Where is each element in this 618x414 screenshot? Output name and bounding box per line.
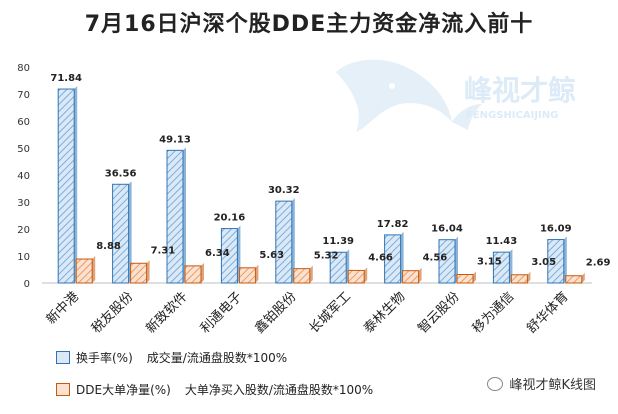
data-label-dde: 5.32	[314, 251, 339, 262]
data-label-turnover: 11.39	[322, 236, 354, 247]
bar-turnover-side	[563, 236, 567, 283]
bar-turnover	[329, 251, 347, 284]
bar-turnover-side	[128, 181, 132, 283]
x-tick-label: 新中港	[43, 289, 82, 328]
bar-dde	[184, 265, 202, 284]
x-tick-label: 利通电子	[198, 289, 245, 336]
data-label-dde: 3.05	[531, 257, 556, 268]
data-label-dde: 6.34	[205, 248, 230, 259]
brand-label: 峰视才鲸K线图	[509, 378, 596, 393]
bar-turnover-side	[183, 147, 186, 283]
bar-turnover	[166, 149, 184, 284]
y-tick-label: 30	[17, 198, 30, 209]
y-tick-label: 70	[17, 90, 30, 101]
watermark-text: 峰视才鲸	[464, 74, 576, 107]
data-label-dde: 8.88	[96, 241, 121, 252]
bar-turnover	[492, 251, 510, 284]
legend-label-dde: DDE大单净量(%)	[76, 383, 171, 397]
legend-swatch-turnover	[56, 351, 70, 364]
x-tick-label: 移为通信	[470, 289, 517, 336]
legend-formula-turnover: 成交量/流通盘股数*100%	[146, 351, 288, 365]
bar-turnover	[384, 234, 402, 284]
x-tick-label: 舒华体育	[524, 289, 572, 337]
bar-dde-side	[92, 256, 96, 283]
bar-dde-side	[364, 267, 368, 283]
bar-dde	[565, 275, 583, 284]
bar-dde	[347, 269, 365, 284]
y-tick-label: 50	[17, 144, 30, 155]
watermark-subtext: FENGSHICAIJING	[466, 110, 558, 121]
y-tick-label: 10	[17, 252, 30, 263]
x-tick-label: 泰林生物	[361, 289, 408, 336]
y-axis: 0 10 20 30 40 50 60 70 80	[17, 63, 30, 290]
legend-label-turnover: 换手率(%)	[76, 351, 133, 365]
bar-dde	[130, 262, 148, 284]
bar-turnover	[220, 228, 238, 284]
bar-turnover	[275, 200, 293, 284]
bar-dde-side	[309, 265, 313, 283]
data-labels: 71.84 8.88 36.56 7.31 49.13 6.34 20.16 5.63 30.3…	[50, 73, 610, 269]
bar-turnover	[112, 183, 130, 284]
bar-dde-side	[473, 271, 476, 283]
bar-dde	[293, 268, 311, 284]
bar-dde	[402, 270, 420, 284]
legend-item-dde: DDE大单净量(%) 大单净买入股数/流通盘股数*100%	[56, 381, 373, 398]
data-label-turnover: 20.16	[214, 213, 246, 224]
bar-dde	[456, 273, 474, 284]
data-label-dde: 7.31	[151, 245, 176, 256]
bar-dde	[510, 274, 528, 284]
legend-formula-dde: 大单净买入股数/流通盘股数*100%	[184, 383, 374, 397]
bar-turnover	[57, 88, 75, 284]
data-label-dde: 3.15	[477, 256, 502, 267]
data-label-dde: 2.69	[586, 258, 611, 269]
y-tick-label: 0	[24, 279, 30, 290]
data-label-turnover: 16.09	[540, 224, 572, 235]
bar-turnover	[438, 239, 456, 284]
bar-turnover-side	[74, 86, 78, 283]
y-tick-label: 60	[17, 117, 30, 128]
legend-swatch-dde	[56, 383, 70, 396]
data-label-turnover: 17.82	[377, 219, 409, 230]
data-label-dde: 5.63	[259, 250, 284, 261]
bar-dde-side	[418, 267, 422, 283]
data-label-turnover: 49.13	[159, 134, 191, 145]
x-tick-label: 税友股份	[88, 289, 136, 337]
bar-dde-side	[581, 272, 585, 283]
y-tick-label: 80	[17, 63, 30, 74]
bar-turnover-side	[291, 198, 295, 283]
bar-dde-side	[527, 271, 531, 283]
x-tick-label: 新致软件	[143, 289, 191, 337]
watermark-whale-icon	[336, 59, 482, 132]
bar-turnover-side	[455, 236, 458, 283]
x-tick-label: 鑫铂股份	[252, 289, 300, 337]
bar-dde-side	[201, 262, 204, 283]
data-label-turnover: 36.56	[105, 168, 137, 179]
chat-bubble-icon	[487, 376, 504, 391]
data-label-dde: 4.66	[368, 252, 393, 263]
data-label-turnover: 11.43	[486, 236, 518, 247]
y-tick-label: 40	[17, 171, 30, 182]
data-label-turnover: 30.32	[268, 185, 300, 196]
brand-badge: 峰视才鲸K线图	[487, 374, 596, 393]
legend-item-turnover: 换手率(%) 成交量/流通盘股数*100%	[56, 349, 287, 366]
bar-turnover	[547, 239, 565, 284]
bar-dde	[238, 267, 256, 284]
bar-series	[57, 86, 585, 284]
x-tick-label: 智云股份	[415, 289, 462, 336]
chart-title: 7月16日沪深个股DDE主力资金净流入前十	[84, 12, 534, 37]
bar-dde	[75, 258, 93, 284]
bar-dde-side	[146, 260, 150, 283]
data-label-dde: 4.56	[423, 253, 448, 264]
data-label-turnover: 71.84	[50, 73, 82, 84]
data-label-turnover: 16.04	[431, 224, 463, 235]
bar-dde-side	[255, 264, 259, 283]
x-axis: 新中港 税友股份 新致软件 利通电子 鑫铂股份 长城军工 泰林生物 智云股份 移为通信 舒华体育	[43, 289, 572, 337]
x-tick-label: 长城军工	[307, 289, 354, 336]
y-tick-label: 20	[17, 225, 30, 236]
